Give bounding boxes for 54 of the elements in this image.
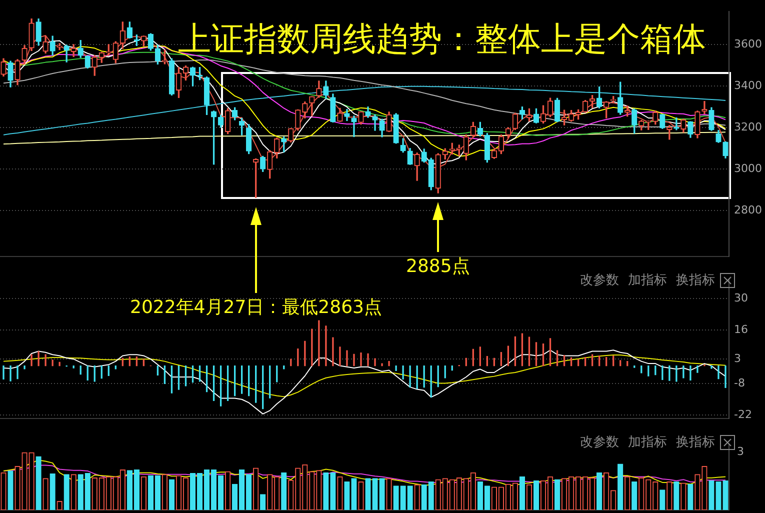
y-tick-label: 3400 [734, 78, 762, 92]
y-tick-label: 3200 [734, 120, 762, 134]
bar [407, 486, 413, 510]
bar [351, 478, 357, 510]
bar [554, 479, 560, 510]
annotation: 加指标 [628, 273, 667, 288]
y-tick-label: 30 [734, 291, 748, 304]
y-tick-label: -22 [734, 408, 752, 421]
text: 加指标 [628, 435, 667, 450]
bar [260, 494, 266, 510]
bar [428, 482, 434, 510]
bar [688, 484, 694, 510]
y-tick-label: 3600 [734, 37, 762, 50]
bar [519, 476, 526, 510]
bar [660, 490, 666, 510]
bar [50, 474, 56, 510]
bar [596, 472, 602, 510]
bar [674, 482, 680, 510]
bar [393, 486, 399, 510]
annotation: 2885点 [406, 256, 470, 277]
bar [632, 482, 638, 510]
annotation: 2022年4月27日：最低2863点 [130, 297, 382, 318]
bar [323, 472, 329, 510]
bar [365, 478, 371, 510]
bar [344, 482, 350, 510]
text: 换指标 [676, 435, 715, 450]
bar [281, 472, 287, 510]
bar [421, 484, 427, 510]
bar [722, 480, 728, 510]
bar [168, 479, 175, 510]
chart-title: 上证指数周线趋势：整体上是个箱体 [178, 19, 706, 58]
bar [533, 480, 540, 510]
y-tick-label: -8 [734, 376, 745, 390]
annotation: 换指标 [676, 273, 715, 288]
bar [379, 478, 385, 510]
y-tick-label: 3000 [734, 162, 762, 175]
bar [484, 486, 490, 510]
bar [372, 478, 378, 510]
y-tick-label: 16 [734, 322, 748, 336]
bar [618, 464, 624, 510]
bar [36, 456, 42, 510]
candlestick [351, 116, 357, 138]
bar [84, 472, 90, 510]
y-tick-label: 3 [734, 352, 741, 365]
bar [246, 474, 252, 510]
annotation: 改参数 [580, 273, 619, 288]
y-tick-label: 2800 [734, 204, 762, 217]
bar [400, 486, 406, 510]
bar [330, 472, 336, 510]
text: 改参数 [580, 435, 619, 450]
bar [477, 482, 483, 510]
bar [78, 474, 84, 510]
bar [716, 482, 722, 510]
bar [708, 480, 714, 510]
